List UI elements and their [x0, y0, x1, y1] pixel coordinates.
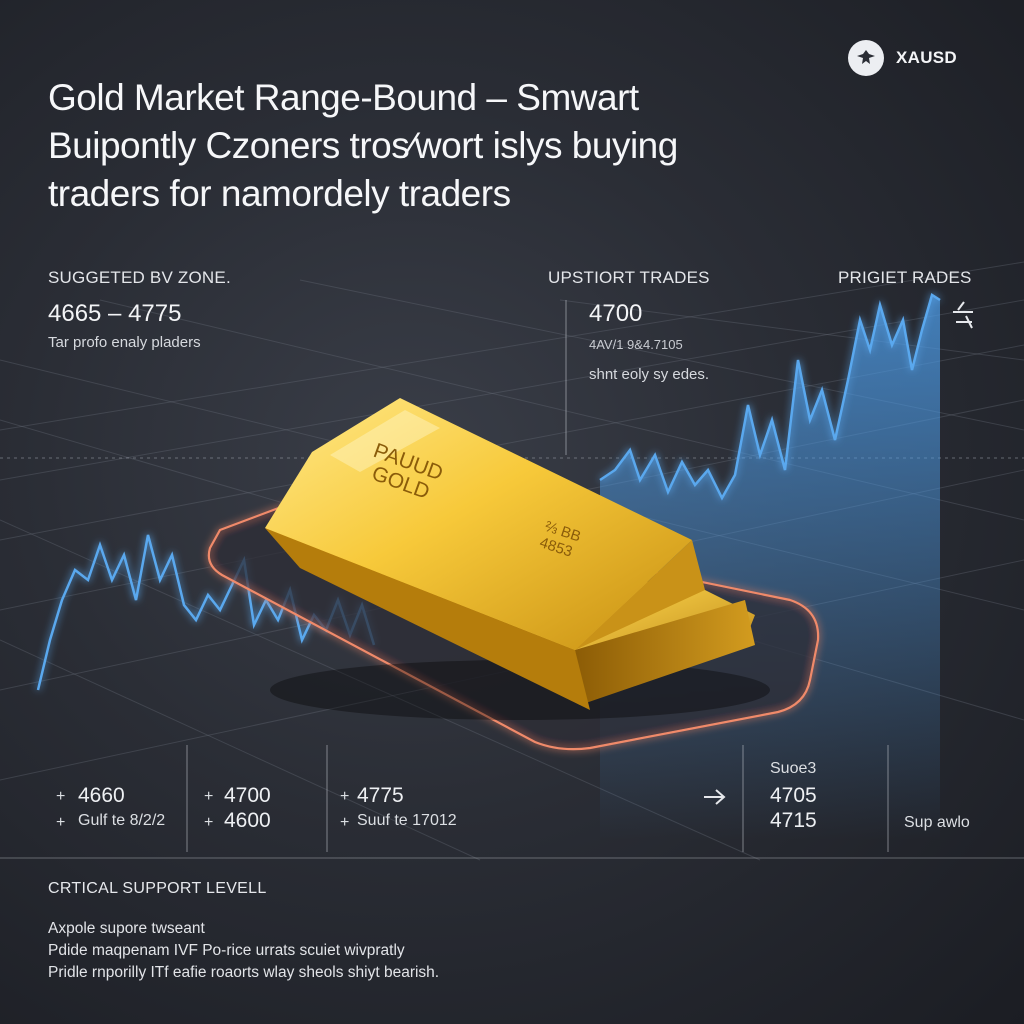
col2-sub: 4600	[224, 809, 271, 832]
critical-note-1: Axpole supore twseant	[48, 920, 205, 937]
middle-panel-sub: 4AV/1 9&4.7105	[589, 337, 683, 352]
left-panel-label: SUGGETED BV ZONE.	[48, 268, 231, 287]
col1-mark2: +	[56, 814, 66, 831]
critical-note-2: Pdide maqpenam IVF Po-rice urrats scuiet…	[48, 942, 405, 959]
headline-line-3: traders for namordely traders	[48, 173, 511, 214]
col3-mark2: +	[340, 814, 350, 831]
critical-note-3: Pridle rnporilly ITf eafie roaorts wlay …	[48, 964, 440, 981]
left-panel-note: Tar profo enaly pladers	[48, 334, 201, 351]
sparkle-icon	[953, 301, 973, 329]
col4-value1: 4705	[770, 784, 817, 807]
headline-line-1: Gold Market Range-Bound – Smwart	[48, 77, 639, 118]
col4-value2: 4715	[770, 809, 817, 832]
col4-label: Suoe3	[770, 760, 817, 777]
col2-mark2: +	[204, 814, 214, 831]
col3-value: 4775	[357, 784, 404, 807]
right-panel-label: PRIGIET RADES	[838, 268, 972, 287]
col5-sub: Sup awlo	[904, 814, 970, 831]
critical-title: CRTICAL SUPPORT LEVELL	[48, 880, 267, 897]
gold-bar-shape	[265, 398, 770, 720]
brand-name: XAUSD	[896, 48, 958, 67]
col1-mark1: +	[56, 788, 66, 805]
col3-sub: Suuf te 17012	[357, 812, 457, 829]
left-panel-value: 4665 – 4775	[48, 300, 182, 327]
right-chart-line	[599, 293, 941, 501]
col1-sub: Gulf te 8/2/2	[78, 812, 166, 829]
col2-mark1: +	[204, 788, 214, 805]
col1-value: 4660	[78, 784, 125, 807]
middle-panel-value: 4700	[589, 300, 643, 327]
middle-panel-label: UPSTIORT TRADES	[548, 268, 710, 287]
col3-mark1: +	[340, 788, 350, 805]
critical-notes: Axpole supore twseant Pdide maqpenam IVF…	[48, 918, 439, 984]
arrow-right-icon	[704, 789, 726, 805]
headline: Gold Market Range-Bound – Smwart Buipont…	[48, 74, 868, 218]
headline-line-2: Buipontly Czoners tros⁄wort islys buying	[48, 125, 678, 166]
middle-panel-note: shnt eoly sy edes.	[589, 366, 710, 383]
brand: XAUSD	[848, 40, 957, 76]
col2-value: 4700	[224, 784, 271, 807]
eagle-icon	[848, 40, 884, 76]
